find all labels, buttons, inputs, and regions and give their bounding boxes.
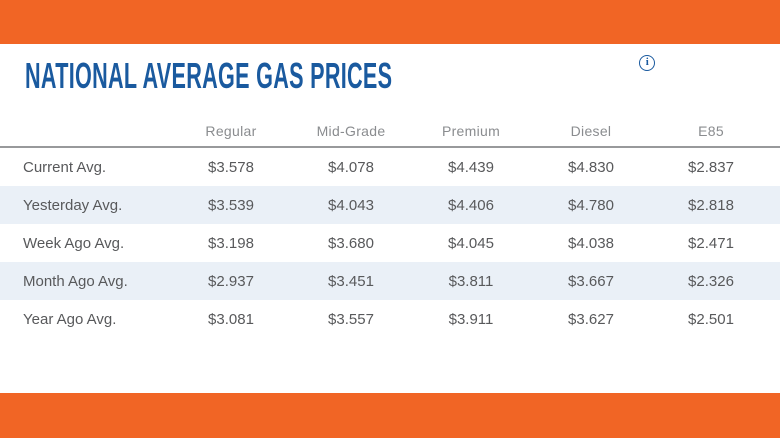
price-cell: $4.439 bbox=[448, 158, 494, 176]
price-cell: $3.198 bbox=[208, 234, 254, 252]
price-cell: $3.667 bbox=[568, 272, 614, 290]
gas-prices-table: Regular Mid-Grade Premium Diesel E85 Cur… bbox=[0, 115, 780, 338]
price-cell: $3.557 bbox=[328, 310, 374, 328]
table-row-yesterday-avg: Yesterday Avg. $3.539 $4.043 $4.406 $4.7… bbox=[0, 186, 780, 224]
price-cell: $2.471 bbox=[688, 234, 734, 252]
price-cell: $2.501 bbox=[688, 310, 734, 328]
price-cell: $4.406 bbox=[448, 196, 494, 214]
price-cell: $3.811 bbox=[448, 272, 494, 290]
price-cell: $2.837 bbox=[688, 158, 734, 176]
top-brand-bar bbox=[0, 0, 780, 44]
price-cell: $4.038 bbox=[568, 234, 614, 252]
price-cell: $2.326 bbox=[688, 272, 734, 290]
price-cell: $4.830 bbox=[568, 158, 614, 176]
table-row-year-ago-avg: Year Ago Avg. $3.081 $3.557 $3.911 $3.62… bbox=[0, 300, 780, 338]
price-cell: $3.539 bbox=[208, 196, 254, 214]
column-header-regular: Regular bbox=[205, 122, 257, 139]
price-cell: $3.578 bbox=[208, 158, 254, 176]
price-cell: $4.078 bbox=[328, 158, 374, 176]
price-cell: $2.937 bbox=[208, 272, 254, 290]
table-header-row: Regular Mid-Grade Premium Diesel E85 bbox=[0, 115, 780, 148]
row-label: Yesterday Avg. bbox=[23, 196, 123, 214]
price-cell: $4.045 bbox=[448, 234, 494, 252]
price-cell: $3.081 bbox=[208, 310, 254, 328]
bottom-brand-bar bbox=[0, 393, 780, 438]
gas-prices-widget: NATIONAL AVERAGE GAS PRICES i Regular Mid… bbox=[0, 44, 780, 338]
column-header-e85: E85 bbox=[698, 122, 724, 139]
price-cell: $4.780 bbox=[568, 196, 614, 214]
title-row: NATIONAL AVERAGE GAS PRICES i bbox=[0, 44, 780, 96]
price-cell: $2.818 bbox=[688, 196, 734, 214]
page-title: NATIONAL AVERAGE GAS PRICES bbox=[25, 55, 393, 96]
row-label: Year Ago Avg. bbox=[23, 310, 117, 328]
price-cell: $3.451 bbox=[328, 272, 374, 290]
price-cell: $3.680 bbox=[328, 234, 374, 252]
info-icon[interactable]: i bbox=[639, 55, 656, 71]
price-cell: $3.627 bbox=[568, 310, 614, 328]
price-cell: $4.043 bbox=[328, 196, 374, 214]
row-label: Current Avg. bbox=[23, 158, 107, 176]
table-row-week-ago-avg: Week Ago Avg. $3.198 $3.680 $4.045 $4.03… bbox=[0, 224, 780, 262]
table-row-month-ago-avg: Month Ago Avg. $2.937 $3.451 $3.811 $3.6… bbox=[0, 262, 780, 300]
column-header-midgrade: Mid-Grade bbox=[316, 122, 386, 139]
row-label: Week Ago Avg. bbox=[23, 234, 125, 252]
column-header-diesel: Diesel bbox=[570, 122, 612, 139]
price-cell: $3.911 bbox=[448, 310, 494, 328]
row-label: Month Ago Avg. bbox=[23, 272, 128, 290]
table-row-current-avg: Current Avg. $3.578 $4.078 $4.439 $4.830… bbox=[0, 148, 780, 186]
column-header-premium: Premium bbox=[441, 122, 501, 139]
